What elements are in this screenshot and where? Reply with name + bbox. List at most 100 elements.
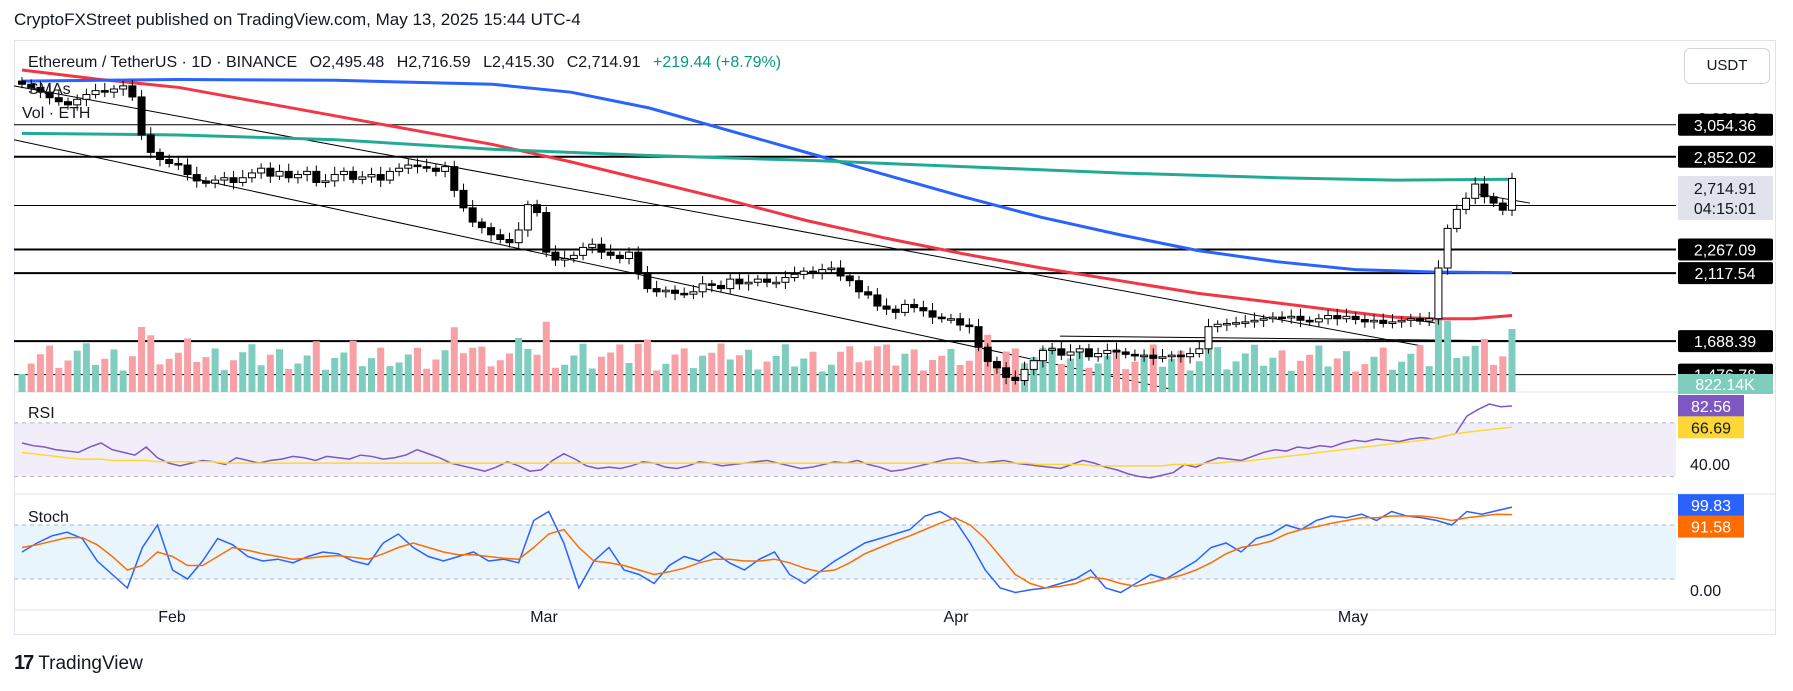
volume-bar [1168,358,1176,392]
volume-bar [754,369,762,392]
tradingview-logo-icon: 17 [14,652,34,674]
volume-bar [929,360,937,392]
volume-bar [368,358,376,392]
volume-bar [515,338,523,392]
candle-body [1333,315,1342,320]
volume-bar [1241,353,1249,392]
candle-body [900,303,909,313]
candle-body [358,176,367,180]
candle-body [1397,319,1406,323]
volume-bar [1508,329,1516,392]
volume-bar [791,366,799,392]
candle-body [413,164,422,168]
stoch-value-tag [1678,515,1744,538]
volume-bar [699,355,707,392]
stoch-value-label: 91.58 [1691,520,1731,537]
volume-bar [772,356,780,392]
volume-bar [1039,347,1047,392]
volume-bar [1333,358,1341,392]
volume-bar [1260,365,1268,392]
candle-body [1259,318,1268,321]
symbol-title[interactable]: Ethereum / TetherUS · 1D · BINANCE [28,54,298,71]
volume-bar [1186,370,1194,392]
volume-bar [781,344,789,392]
volume-bar [1434,320,1442,392]
rsi-ma-line [21,426,1513,467]
candle-body [1287,315,1296,319]
candle-body [956,318,965,326]
stoch-d-line [21,513,1513,589]
volume-bar [239,352,247,392]
candle-body [790,273,799,279]
volume-bar [1296,360,1304,392]
candle-body [1434,267,1443,320]
volume-bar [496,360,504,392]
candle-body [772,281,781,285]
candle-body [395,167,404,172]
volume-bar [1370,356,1378,392]
volume-bar [505,353,513,392]
candle-body [63,101,72,106]
candle-body [726,278,735,290]
candle-body [1241,321,1250,324]
candle-body [1489,196,1498,204]
volume-bar [680,348,688,392]
tradingview-footer[interactable]: 17 TradingView [14,652,143,675]
volume-bar [1306,354,1314,392]
volume-legend: Vol · ETH [22,105,90,122]
price-level-tag [1678,238,1773,261]
volume-bar [1140,354,1148,392]
volume-bar [956,365,964,392]
volume-bar [340,352,348,392]
volume-bar [938,355,946,392]
candle-body [919,307,928,312]
trendline [13,85,1421,347]
candle-body [349,170,358,180]
candle-body [1176,354,1185,358]
close-value: C2,714.91 [566,54,641,71]
volume-bar [266,354,274,392]
volume-bar [947,349,955,392]
price-level-label: 2,852.02 [1694,150,1756,167]
candle-body [82,94,91,100]
candle-body [91,90,100,96]
volume-bar [597,356,605,392]
volume-bar [1342,351,1350,392]
volume-bar [542,321,550,392]
candle-body [1370,319,1379,323]
volume-bar [27,363,35,392]
candle-body [119,85,128,90]
open-value: O2,495.48 [309,54,385,71]
volume-bar [1195,361,1203,392]
volume-bar [551,367,559,392]
volume-bar [1204,339,1212,392]
candle-body [983,346,992,362]
candle-body [284,170,293,179]
candle-body [1508,178,1516,211]
x-axis-tick-label: Apr [944,609,970,626]
volume-bar [588,368,596,392]
candle-body [818,269,827,274]
candle-body [1324,315,1333,320]
candle-body [588,243,597,248]
price-level-label: 1,688.39 [1694,334,1756,351]
candle-body [717,284,726,290]
candle-body [477,221,486,229]
candle-body [974,326,983,348]
volume-bar [1490,365,1498,392]
candle-body [854,280,863,293]
stoch-value-label: 99.83 [1691,498,1731,515]
volume-bar [800,358,808,392]
candle-body [873,294,882,307]
candle-body [385,170,394,181]
currency-button[interactable]: USDT [1684,48,1770,84]
candle-body [1452,208,1461,229]
volume-bar [138,327,146,392]
candle-body [367,174,376,178]
candle-body [1103,349,1112,355]
candle-body [1406,318,1415,321]
high-value: H2,716.59 [396,54,471,71]
volume-value-label: 822.14K [1695,377,1755,394]
tradingview-brand: TradingView [38,652,143,674]
